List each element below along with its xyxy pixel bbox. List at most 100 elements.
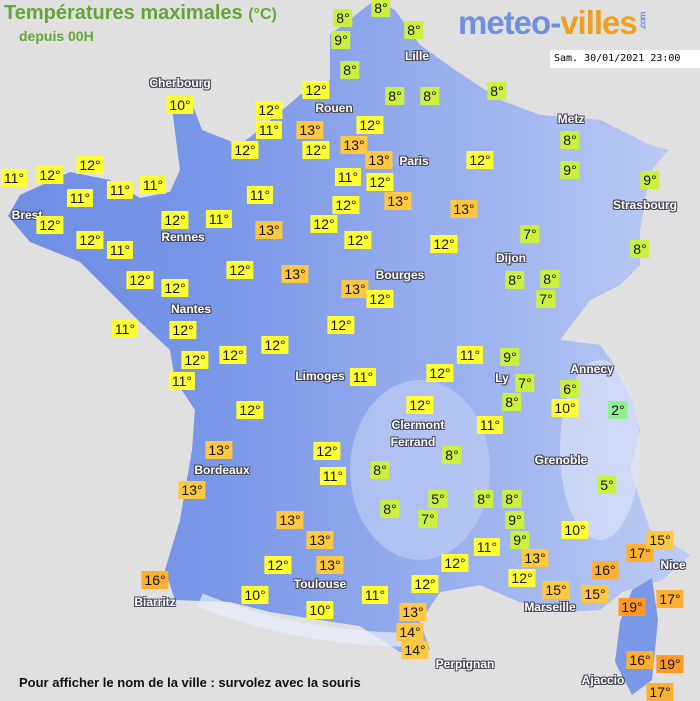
meteo-villes-logo[interactable]: meteo-villes .com xyxy=(458,4,647,42)
temperature-label[interactable]: 12° xyxy=(126,271,154,289)
temperature-label[interactable]: 10° xyxy=(306,601,334,619)
temperature-label[interactable]: 8° xyxy=(371,0,391,17)
temperature-label[interactable]: 12° xyxy=(466,151,494,169)
temperature-label[interactable]: 9° xyxy=(331,31,351,49)
temperature-label[interactable]: 11° xyxy=(319,467,347,485)
temperature-label[interactable]: 17° xyxy=(646,683,674,701)
temperature-label[interactable]: 12° xyxy=(508,569,536,587)
city-label[interactable]: Clermont xyxy=(391,418,445,432)
temperature-label[interactable]: 12° xyxy=(332,196,360,214)
temperature-label[interactable]: 15° xyxy=(646,531,674,549)
temperature-label[interactable]: 12° xyxy=(169,321,197,339)
temperature-label[interactable]: 11° xyxy=(476,416,504,434)
temperature-label[interactable]: 12° xyxy=(366,290,394,308)
temperature-label[interactable]: 8° xyxy=(333,9,353,27)
temperature-label[interactable]: 13° xyxy=(399,603,427,621)
temperature-label[interactable]: 12° xyxy=(430,235,458,253)
temperature-label[interactable]: 6° xyxy=(560,380,580,398)
temperature-label[interactable]: 13° xyxy=(255,221,283,239)
city-label[interactable]: Marseille xyxy=(524,600,576,614)
temperature-label[interactable]: 12° xyxy=(36,216,64,234)
temperature-label[interactable]: 8° xyxy=(370,461,390,479)
temperature-label[interactable]: 11° xyxy=(205,210,233,228)
temperature-label[interactable]: 13° xyxy=(340,136,368,154)
city-label[interactable]: Ferrand xyxy=(390,435,436,449)
city-label[interactable]: Strasbourg xyxy=(612,198,678,212)
temperature-label[interactable]: 11° xyxy=(106,181,134,199)
temperature-label[interactable]: 7° xyxy=(515,374,535,392)
city-label[interactable]: Lille xyxy=(404,49,430,63)
temperature-label[interactable]: 11° xyxy=(106,241,134,259)
temperature-label[interactable]: 12° xyxy=(76,156,104,174)
city-label[interactable]: Toulouse xyxy=(293,577,347,591)
temperature-label[interactable]: 9° xyxy=(505,511,525,529)
temperature-label[interactable]: 8° xyxy=(385,87,405,105)
temperature-label[interactable]: 12° xyxy=(310,215,338,233)
city-label[interactable]: Nice xyxy=(660,558,686,572)
temperature-label[interactable]: 12° xyxy=(426,364,454,382)
temperature-label[interactable]: 12° xyxy=(236,401,264,419)
temperature-label[interactable]: 10° xyxy=(166,96,194,114)
city-label[interactable]: Grenoble xyxy=(534,453,588,467)
temperature-label[interactable]: 10° xyxy=(551,399,579,417)
temperature-label[interactable]: 8° xyxy=(404,21,424,39)
temperature-label[interactable]: 12° xyxy=(255,101,283,119)
city-label[interactable]: Perpignan xyxy=(435,657,495,671)
temperature-label[interactable]: 8° xyxy=(540,270,560,288)
temperature-label[interactable]: 8° xyxy=(502,490,522,508)
temperature-label[interactable]: 9° xyxy=(560,161,580,179)
temperature-label[interactable]: 11° xyxy=(361,586,389,604)
temperature-label[interactable]: 9° xyxy=(640,171,660,189)
temperature-label[interactable]: 13° xyxy=(281,265,309,283)
temperature-label[interactable]: 17° xyxy=(656,590,684,608)
temperature-label[interactable]: 12° xyxy=(302,81,330,99)
city-label[interactable]: Limoges xyxy=(295,369,345,383)
temperature-label[interactable]: 13° xyxy=(306,531,334,549)
temperature-label[interactable]: 13° xyxy=(205,441,233,459)
city-label[interactable]: Brest xyxy=(11,208,43,222)
temperature-label[interactable]: 12° xyxy=(226,261,254,279)
temperature-label[interactable]: 12° xyxy=(356,116,384,134)
temperature-label[interactable]: 12° xyxy=(344,231,372,249)
temperature-label[interactable]: 19° xyxy=(618,598,646,616)
temperature-label[interactable]: 7° xyxy=(536,290,556,308)
temperature-label[interactable]: 8° xyxy=(502,393,522,411)
temperature-label[interactable]: 12° xyxy=(181,351,209,369)
temperature-label[interactable]: 7° xyxy=(418,510,438,528)
temperature-label[interactable]: 12° xyxy=(411,575,439,593)
temperature-label[interactable]: 12° xyxy=(327,316,355,334)
city-label[interactable]: Paris xyxy=(399,154,429,168)
temperature-label[interactable]: 16° xyxy=(626,651,654,669)
temperature-label[interactable]: 11° xyxy=(246,186,274,204)
temperature-label[interactable]: 12° xyxy=(302,141,330,159)
temperature-label[interactable]: 5° xyxy=(597,476,617,494)
temperature-label[interactable]: 12° xyxy=(261,336,289,354)
temperature-label[interactable]: 13° xyxy=(450,200,478,218)
temperature-label[interactable]: 15° xyxy=(581,585,609,603)
temperature-label[interactable]: 8° xyxy=(505,271,525,289)
temperature-label[interactable]: 19° xyxy=(656,655,684,673)
temperature-label[interactable]: 13° xyxy=(296,121,324,139)
temperature-label[interactable]: 16° xyxy=(141,571,169,589)
temperature-label[interactable]: 8° xyxy=(380,500,400,518)
temperature-label[interactable]: 11° xyxy=(334,168,362,186)
city-label[interactable]: Dijon xyxy=(496,251,526,265)
temperature-label[interactable]: 12° xyxy=(36,166,64,184)
temperature-label[interactable]: 13° xyxy=(521,549,549,567)
city-label[interactable]: Bordeaux xyxy=(194,463,250,477)
temperature-label[interactable]: 10° xyxy=(561,521,589,539)
temperature-label[interactable]: 12° xyxy=(366,173,394,191)
city-label[interactable]: Cherbourg xyxy=(149,76,211,90)
temperature-label[interactable]: 12° xyxy=(231,141,259,159)
city-label[interactable]: Nantes xyxy=(170,302,212,316)
temperature-label[interactable]: 12° xyxy=(161,211,189,229)
temperature-label[interactable]: 11° xyxy=(473,538,501,556)
temperature-label[interactable]: 14° xyxy=(396,623,424,641)
temperature-label[interactable]: 11° xyxy=(349,368,377,386)
temperature-label[interactable]: 13° xyxy=(178,481,206,499)
temperature-label[interactable]: 12° xyxy=(406,396,434,414)
temperature-label[interactable]: 11° xyxy=(168,372,196,390)
temperature-label[interactable]: 10° xyxy=(241,586,269,604)
city-label[interactable]: Biarritz xyxy=(134,595,176,609)
city-label[interactable]: Rennes xyxy=(161,230,205,244)
